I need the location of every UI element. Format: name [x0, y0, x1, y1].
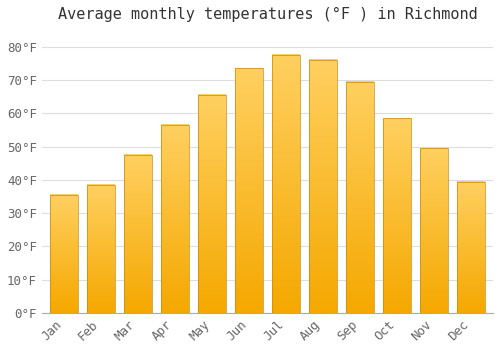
Bar	[346, 82, 374, 313]
Bar	[198, 95, 226, 313]
Bar	[383, 118, 411, 313]
Bar	[420, 148, 448, 313]
Bar	[50, 195, 78, 313]
Bar	[235, 68, 263, 313]
Bar	[87, 185, 115, 313]
Title: Average monthly temperatures (°F ) in Richmond: Average monthly temperatures (°F ) in Ri…	[58, 7, 478, 22]
Bar	[124, 155, 152, 313]
Bar	[309, 60, 337, 313]
Bar	[161, 125, 189, 313]
Bar	[457, 182, 484, 313]
Bar	[272, 55, 300, 313]
